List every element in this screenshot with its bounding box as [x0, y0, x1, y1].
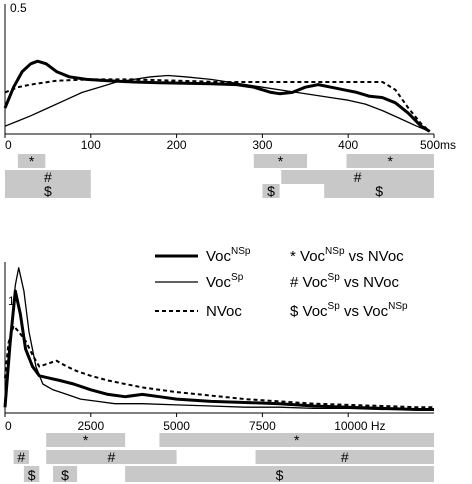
- legend-line-label: VocSp: [206, 272, 244, 291]
- significance-bar: [255, 450, 434, 464]
- significance-symbol: *: [294, 432, 300, 448]
- series-vocnsp-line: [3, 289, 434, 411]
- x-tick-label: 2500: [77, 419, 104, 433]
- legend-test-label: $ VocSp vs VocNSp: [290, 301, 408, 320]
- y-tick-label: 1: [8, 294, 15, 308]
- x-tick-label: 7500: [249, 419, 276, 433]
- legend-test-label: # VocSp vs NVoc: [290, 272, 399, 291]
- significance-symbol: $: [267, 183, 275, 199]
- x-tick-label: 400: [338, 138, 358, 152]
- series-nvoc-line: [4, 324, 434, 409]
- series-vocnsp-line: [3, 59, 431, 133]
- significance-bar: [23, 466, 40, 482]
- x-tick-label: 10000 Hz: [334, 419, 385, 433]
- significance-bar: [125, 466, 435, 482]
- significance-bar: [17, 154, 46, 168]
- significance-bar: [281, 170, 434, 184]
- significance-symbol: *: [278, 153, 284, 169]
- significance-symbol: *: [388, 153, 394, 169]
- series-vocsp-line: [4, 267, 434, 411]
- spectrum-significance-bars: * *# # #$ $ $: [13, 432, 435, 483]
- significance-symbol: #: [17, 449, 25, 465]
- significance-symbol: $: [44, 183, 52, 199]
- significance-bar: [13, 450, 30, 464]
- significance-bar: [253, 154, 308, 168]
- significance-bar: [46, 450, 177, 464]
- y-tick-label: 0.5: [10, 1, 27, 15]
- x-tick-label: 200: [167, 138, 187, 152]
- series-nvoc-line: [4, 78, 431, 133]
- time-significance-bars: * * *# #$ $ $: [5, 153, 434, 199]
- x-tick-label: 500ms: [420, 138, 456, 152]
- significance-symbol: $: [375, 183, 383, 199]
- significance-symbol: *: [83, 432, 89, 448]
- significance-symbol: $: [276, 467, 284, 483]
- significance-bar: [5, 184, 91, 198]
- significance-bar: [5, 170, 91, 184]
- spectrum-chart: 0 2500 5000 7500 10000 Hz 1: [3, 262, 434, 433]
- significance-bar: [53, 466, 78, 482]
- legend-test-label: * VocNSp vs NVoc: [290, 246, 404, 265]
- x-tick-label: 5000: [163, 419, 190, 433]
- legend-line-label: NVoc: [206, 303, 242, 320]
- significance-bar: [262, 184, 280, 198]
- significance-symbol: #: [341, 449, 349, 465]
- x-tick-label: 300: [252, 138, 272, 152]
- legend: VocNSp VocSp NVoc * VocNSp vs NVoc # VocSp v…: [155, 246, 408, 320]
- x-tick-label: 0: [5, 138, 12, 152]
- significance-symbol: $: [28, 467, 36, 483]
- x-tick-label: 0: [5, 419, 12, 433]
- significance-bar: [346, 154, 434, 168]
- time-course-chart: 0 100 200 300 400 500ms 0.5: [3, 1, 456, 152]
- significance-symbol: $: [61, 467, 69, 483]
- legend-line-label: VocNSp: [206, 246, 251, 265]
- significance-symbol: #: [44, 169, 52, 185]
- significance-symbol: *: [29, 153, 35, 169]
- significance-symbol: #: [107, 449, 115, 465]
- significance-bar: [46, 433, 126, 447]
- x-tick-label: 100: [81, 138, 101, 152]
- significance-bar: [159, 433, 434, 447]
- significance-symbol: #: [354, 169, 362, 185]
- series-vocsp-line: [4, 74, 430, 133]
- significance-bar: [324, 184, 434, 198]
